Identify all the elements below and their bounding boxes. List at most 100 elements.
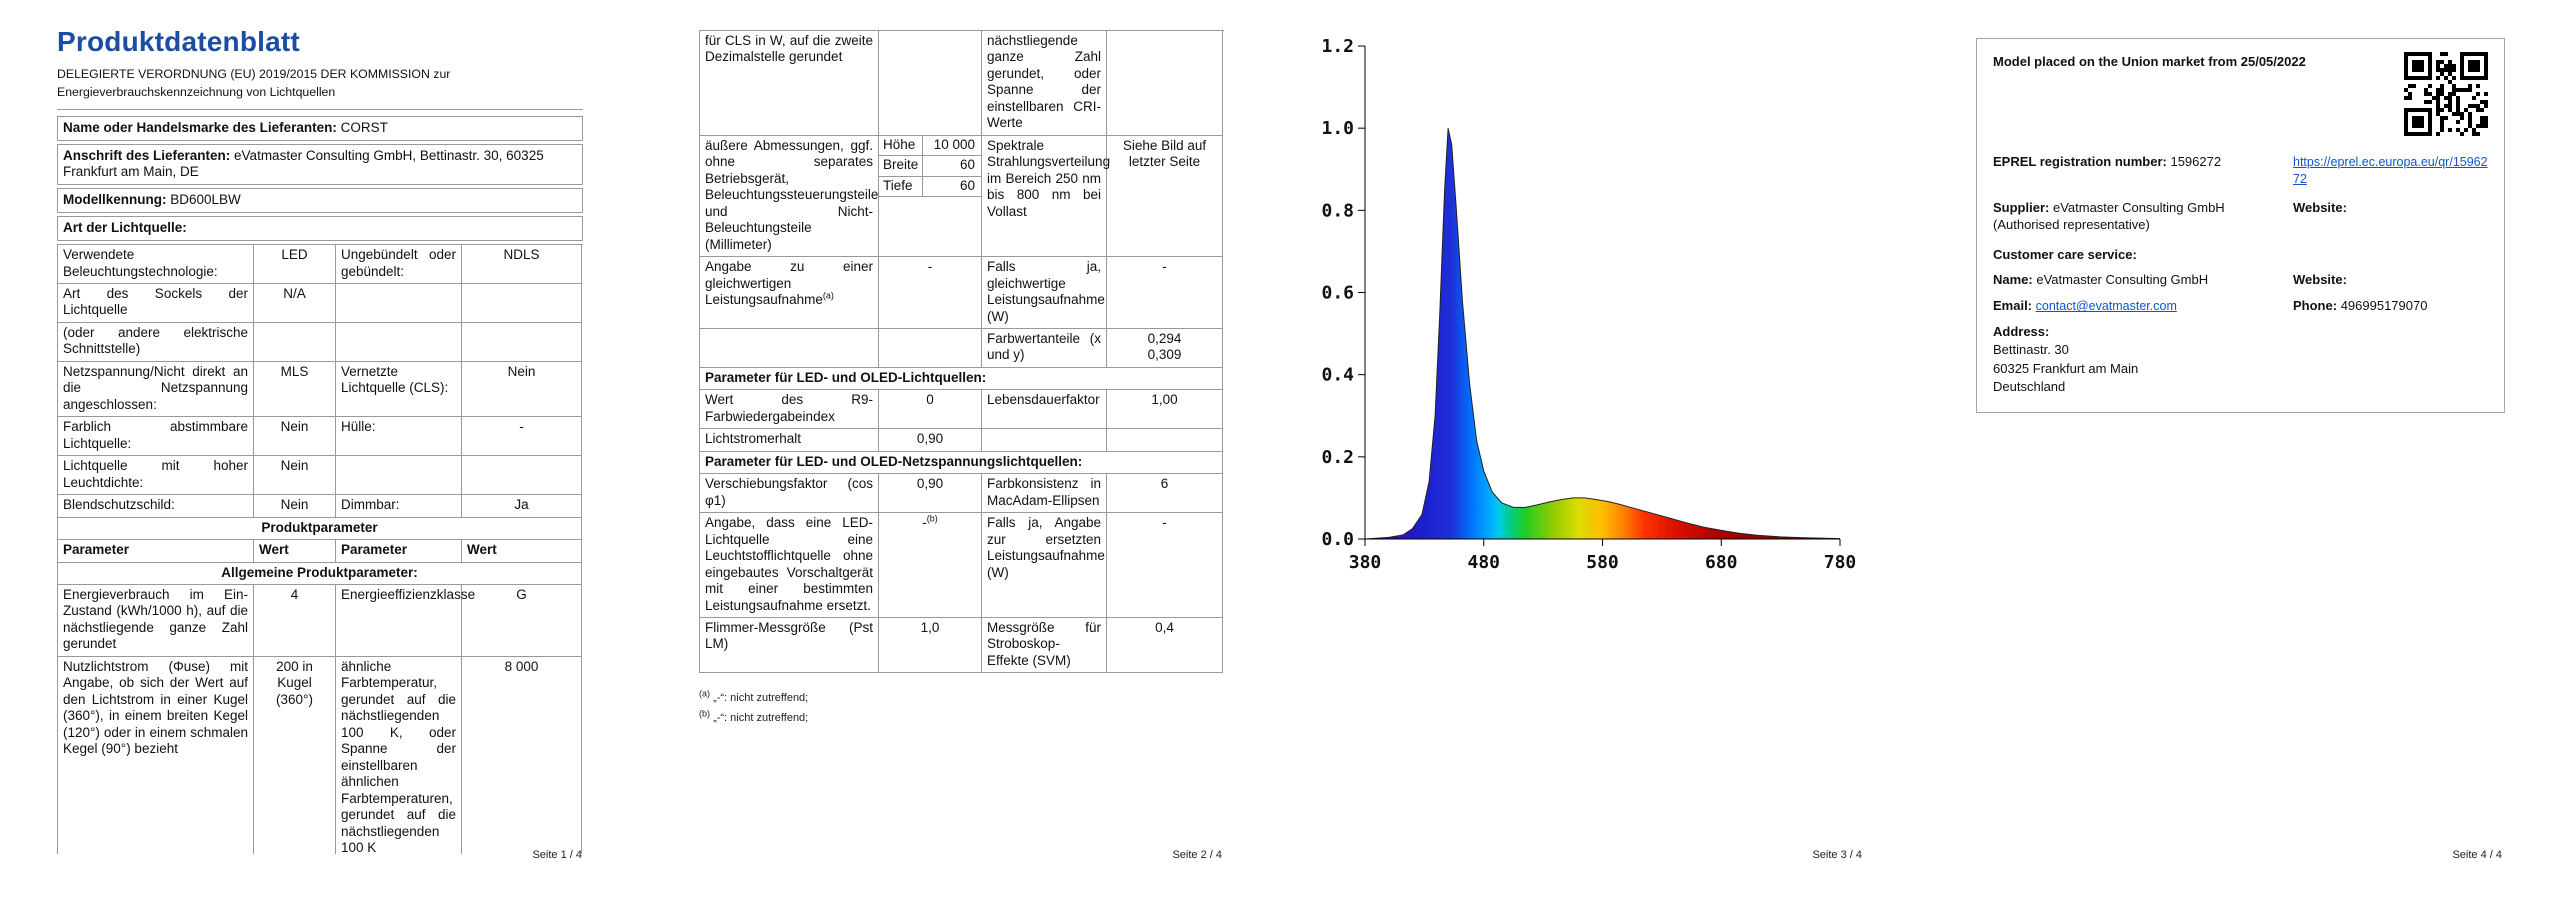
supplier-row: Supplier: eVatmaster Consulting GmbH (Au… — [1993, 200, 2488, 234]
market-date-line: Model placed on the Union market from 25… — [1993, 54, 2306, 69]
customer-care-header: Customer care service: — [1993, 246, 2137, 262]
page-3: 0.0 0.2 0.4 0.6 0.8 1.0 1.2 380 480 580 680 780 Sei… — [1280, 0, 1920, 905]
param-cell — [700, 328, 879, 368]
value-cell: NDLS — [462, 245, 582, 284]
param-cell: für CLS in W, auf die zweite Dezimalstel… — [700, 31, 879, 136]
website-label-2: Website: — [2293, 272, 2347, 288]
param-cell: Angabe, dass eine LED-Lichtquelle eine L… — [700, 513, 879, 618]
dimensions-subtable: Höhe 10 000 Breite 60 Tiefe 60 — [879, 135, 982, 258]
param-cell: Hülle: — [336, 417, 462, 457]
value-cell: 8 000 — [462, 656, 582, 854]
regulation-line-2: Energieverbrauchskennzeichnung von Licht… — [57, 84, 336, 99]
footnotes: (a) „-“: nicht zutreffend; (b) „-“: nich… — [699, 689, 1224, 729]
value-cell: Ja — [462, 495, 582, 518]
value-cell — [1107, 429, 1223, 452]
dimension-label: Tiefe — [879, 176, 923, 198]
value-cell: - — [462, 417, 582, 457]
care-contact-row: Email: contact@evatmaster.com Phone: 496… — [1993, 298, 2488, 315]
product-parameters-table: Verwendete Beleuchtungstechnologie: LED … — [57, 244, 583, 854]
svg-text:780: 780 — [1824, 552, 1857, 573]
param-cell — [336, 456, 462, 496]
param-cell: Blendschutzschild: — [58, 495, 254, 518]
website-label: Website: — [2293, 199, 2347, 215]
regulation-line-1: DELEGIERTE VERORDNUNG (EU) 2019/2015 DER… — [57, 67, 451, 81]
care-name: Name: eVatmaster Consulting GmbH — [1993, 272, 2293, 289]
value-cell: 0 — [879, 390, 982, 430]
eprel-link-cell: https://eprel.ec.europa.eu/qr/1596272 — [2293, 154, 2488, 188]
eprel-label: EPREL registration number: — [1993, 154, 2167, 169]
supplier-address-value: eVatmaster Consulting GmbH, Bettinastr. … — [63, 147, 544, 180]
model-id-value: BD600LBW — [170, 192, 241, 208]
email-link[interactable]: contact@evatmaster.com — [2035, 299, 2177, 314]
param-cell: Falls ja, Angabe zur ersetzten Leistungs… — [982, 513, 1107, 618]
value-cell: N/A — [254, 283, 336, 323]
value-cell: LED — [254, 245, 336, 284]
svg-text:680: 680 — [1705, 552, 1738, 573]
value-cell — [462, 322, 582, 362]
supplier-info: Supplier: eVatmaster Consulting GmbH (Au… — [1993, 200, 2293, 234]
param-cell: Falls ja, gleichwertige Leistungsaufnahm… — [982, 257, 1107, 329]
param-cell: Art des Sockels der Lichtquelle — [58, 283, 254, 323]
param-cell: ähnliche Farbtemperatur, gerundet auf di… — [336, 656, 462, 854]
supplier-value: eVatmaster Consulting GmbH (Authorised r… — [1993, 199, 2225, 232]
dimension-value: 60 — [923, 156, 981, 177]
param-cell: Spektrale Strahlungsverteilung im Bereic… — [982, 135, 1110, 258]
eprel-registration: EPREL registration number: 1596272 — [1993, 154, 2293, 188]
value-cell: -(b) — [879, 513, 982, 618]
spectral-distribution-chart: 0.0 0.2 0.4 0.6 0.8 1.0 1.2 380 480 580 680 780 — [1321, 36, 1857, 573]
care-phone: Phone: 496995179070 — [2293, 298, 2488, 315]
svg-text:1.2: 1.2 — [1321, 36, 1354, 57]
page-4: Model placed on the Union market from 25… — [1920, 0, 2560, 905]
param-cell: Flimmer-Messgröße (Pst LM) — [700, 618, 879, 674]
value-text: - — [922, 515, 927, 531]
page-2: für CLS in W, auf die zweite Dezimalstel… — [640, 0, 1280, 905]
care-email: Email: contact@evatmaster.com — [1993, 298, 2293, 315]
svg-text:0.6: 0.6 — [1321, 283, 1354, 304]
model-id-row: Modellkennung: BD600LBW — [57, 188, 583, 214]
website-cell-2: Website: — [2293, 272, 2488, 289]
value-cell — [1107, 31, 1223, 136]
led-oled-section-header: Parameter für LED- und OLED-Lichtquellen… — [700, 367, 1223, 391]
eprel-value: 1596272 — [2170, 154, 2222, 169]
eprel-link[interactable]: https://eprel.ec.europa.eu/qr/1596272 — [2293, 155, 2488, 186]
page-footer: Seite 3 / 4 — [1812, 849, 1862, 861]
footnote-b: (b) „-“: nicht zutreffend; — [699, 709, 1224, 729]
value-cell: 0,4 — [1107, 618, 1223, 674]
value-cell: MLS — [254, 361, 336, 418]
param-cell: Lichtquelle mit hoher Leuchtdichte: — [58, 456, 254, 496]
eprel-row: EPREL registration number: 1596272 https… — [1993, 154, 2488, 188]
svg-text:380: 380 — [1349, 552, 1382, 573]
value-cell: 0,294 0,309 — [1107, 328, 1223, 368]
param-cell: Messgröße für Stroboskop-Effekte (SVM) — [982, 618, 1107, 674]
value-cell: - — [1107, 513, 1223, 618]
column-header: Parameter — [336, 540, 462, 563]
value-cell: 1,00 — [1107, 390, 1223, 430]
care-name-row: Name: eVatmaster Consulting GmbH Website… — [1993, 272, 2488, 289]
product-parameters-table-continued: für CLS in W, auf die zweite Dezimalstel… — [699, 30, 1224, 674]
qr-code — [2404, 52, 2488, 136]
param-cell: Ungebündelt oder gebündelt: — [336, 245, 462, 284]
value-cell — [879, 328, 982, 368]
param-cell: Dimmbar: — [336, 495, 462, 518]
value-cell: 1,0 — [879, 618, 982, 674]
footnote-a: (a) „-“: nicht zutreffend; — [699, 689, 1224, 709]
value-cell: Siehe Bild auf letzter Seite — [1107, 135, 1223, 258]
info-box-header: Model placed on the Union market from 25… — [1993, 52, 2488, 142]
supplier-address-row: Anschrift des Lieferanten: eVatmaster Co… — [57, 143, 583, 186]
svg-text:1.0: 1.0 — [1321, 118, 1354, 139]
supplier-address-label: Anschrift des Lieferanten: — [63, 147, 231, 163]
column-header: Wert — [254, 540, 336, 563]
value-cell — [462, 283, 582, 323]
value-cell: - — [1107, 257, 1223, 329]
param-cell: Energieverbrauch im Ein-Zustand (kWh/100… — [58, 585, 254, 657]
value-cell: 6 — [1107, 474, 1223, 514]
document-title: Produktdatenblatt — [57, 26, 300, 57]
value-cell — [462, 456, 582, 496]
param-cell — [982, 429, 1107, 452]
footnote-text: „-“: nicht zutreffend; — [713, 692, 809, 705]
param-cell: Farbwertanteile (x und y) — [982, 328, 1107, 368]
footnote-marker: (b) — [699, 708, 710, 719]
value-cell: 0,90 — [879, 474, 982, 514]
svg-text:0.8: 0.8 — [1321, 200, 1354, 221]
svg-text:0.4: 0.4 — [1321, 365, 1354, 386]
